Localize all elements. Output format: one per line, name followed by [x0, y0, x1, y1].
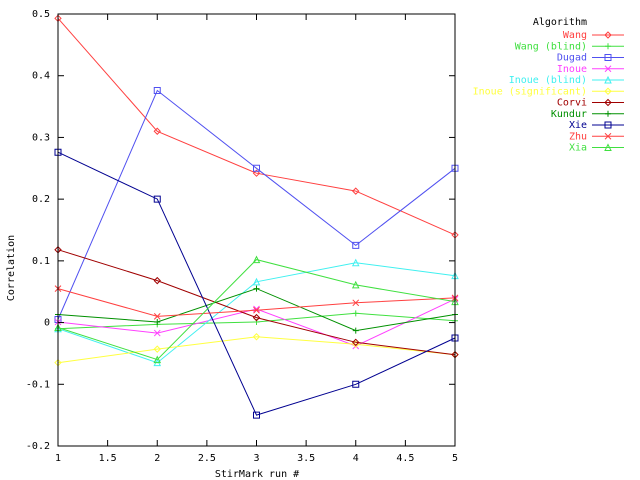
- legend-marker: [605, 43, 611, 50]
- x-tick-label: 3.5: [297, 453, 315, 464]
- series-xia: [54, 255, 459, 364]
- legend-label: Wang: [563, 30, 587, 41]
- y-tick-label: 0.4: [32, 71, 50, 82]
- data-point: [252, 169, 261, 177]
- legend-label: Kundur: [551, 109, 587, 120]
- legend-marker: [604, 65, 612, 73]
- data-point: [252, 333, 261, 341]
- data-point: [352, 327, 359, 334]
- x-axis-label: StirMark run #: [215, 469, 299, 480]
- legend-label: Wang (blind): [515, 41, 587, 52]
- data-point: [253, 411, 260, 419]
- series-line: [57, 259, 456, 361]
- y-tick-label: -0.1: [26, 379, 50, 390]
- series-line: [57, 89, 456, 320]
- data-point: [153, 195, 161, 203]
- legend-marker: [604, 31, 612, 39]
- data-point: [253, 305, 260, 313]
- legend-label: Inoue: [557, 64, 587, 75]
- data-point: [153, 329, 161, 337]
- series-line: [57, 249, 456, 356]
- y-tick-label: 0.1: [32, 256, 50, 267]
- series-kundur: [55, 285, 458, 334]
- data-point: [352, 380, 360, 388]
- data-point: [351, 258, 360, 267]
- x-tick-label: 1: [55, 453, 61, 464]
- legend-marker: [604, 132, 612, 140]
- legend-marker: [605, 110, 611, 117]
- legend-marker: [604, 121, 612, 129]
- legend-label: Xia: [569, 143, 587, 154]
- legend-title: Algorithm: [533, 17, 587, 28]
- data-point: [451, 164, 459, 172]
- data-point: [252, 313, 261, 322]
- series-xie: [54, 148, 459, 419]
- legend-label: Corvi: [557, 98, 587, 109]
- data-point: [451, 334, 459, 342]
- data-point: [153, 87, 161, 95]
- y-axis-label: Correlation: [6, 235, 17, 301]
- data-point: [351, 280, 360, 289]
- data-point: [153, 127, 161, 135]
- series-line: [57, 151, 456, 416]
- data-point: [153, 345, 161, 353]
- legend-marker: [604, 75, 612, 84]
- legend-label: Inoue (significant): [473, 86, 587, 97]
- data-point: [352, 299, 360, 307]
- legend-label: Dugad: [557, 53, 587, 64]
- data-point: [153, 276, 161, 285]
- y-tick-label: -0.2: [26, 441, 50, 452]
- data-point: [352, 338, 360, 347]
- legend-label: Xie: [569, 120, 587, 131]
- data-point: [253, 306, 260, 314]
- series-line: [57, 336, 456, 364]
- legend-marker: [604, 54, 612, 61]
- data-point: [252, 277, 261, 286]
- x-tick-label: 2.5: [198, 453, 216, 464]
- data-point: [153, 355, 162, 364]
- data-point: [54, 148, 62, 156]
- data-point: [352, 310, 359, 317]
- y-tick-label: 0.2: [32, 194, 50, 205]
- y-tick-label: 0.5: [32, 9, 50, 20]
- legend-label: Inoue (blind): [509, 75, 587, 86]
- series-line: [57, 262, 456, 364]
- legend-label: Zhu: [569, 131, 587, 142]
- y-tick-label: 0.3: [32, 132, 50, 143]
- legend-marker: [604, 98, 612, 107]
- series-layer: [54, 14, 459, 419]
- x-tick-label: 2: [154, 453, 160, 464]
- data-point: [252, 255, 261, 264]
- data-point: [154, 318, 161, 325]
- legend-marker: [604, 143, 612, 151]
- series-line: [57, 17, 456, 236]
- x-tick-label: 1.5: [99, 453, 117, 464]
- legend-marker: [604, 87, 612, 95]
- series-dugad: [54, 87, 459, 323]
- data-point: [352, 187, 360, 195]
- x-tick-label: 4.5: [396, 453, 414, 464]
- x-tick-label: 3: [253, 453, 259, 464]
- data-point: [352, 241, 360, 249]
- data-point: [253, 285, 260, 292]
- x-tick-label: 5: [452, 453, 458, 464]
- series-zhu: [54, 285, 459, 320]
- axes: -0.2 -0.1 0 0.1 0.2 0.3 0.4 0.5 1 1.5 2 2.5 3 3.5 4 4.5…: [26, 9, 458, 464]
- x-tick-label: 4: [353, 453, 359, 464]
- y-tick-label: 0: [44, 318, 50, 329]
- data-point: [153, 313, 161, 320]
- data-point: [253, 164, 260, 172]
